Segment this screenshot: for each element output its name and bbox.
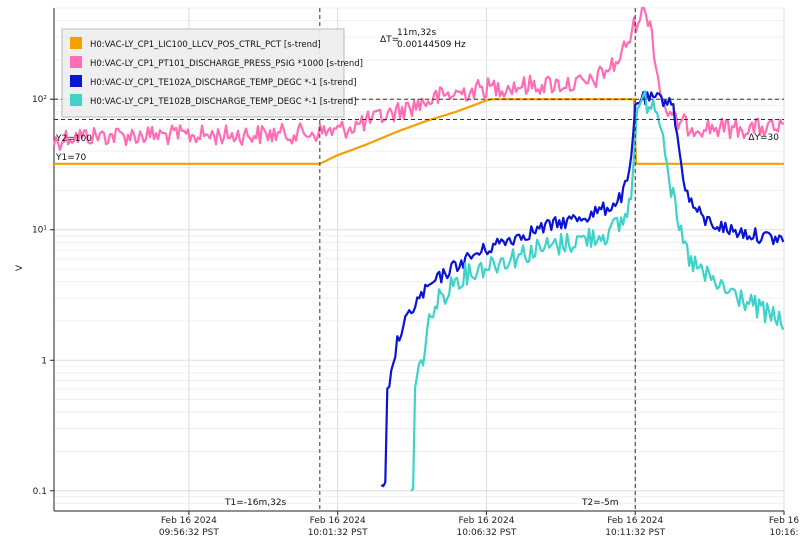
frequency-value: 0.00144509 Hz <box>397 40 466 50</box>
t2-cursor-label: T2=-5m <box>581 498 619 508</box>
x-tick-label-date: Feb 16 <box>769 516 800 526</box>
legend-swatch-te102a <box>70 75 82 87</box>
legend-box <box>61 28 345 118</box>
x-tick-label-time: 10:06:32 PST <box>456 528 516 538</box>
x-tick-label-time: 10:16: <box>770 528 799 538</box>
legend: H0:VAC-LY_CP1_LIC100_LLCV_POS_CTRL_PCT [… <box>61 28 363 118</box>
delta-t-value: 11m,32s <box>397 28 437 38</box>
legend-label-lic100: H0:VAC-LY_CP1_LIC100_LLCV_POS_CTRL_PCT [… <box>90 40 321 50</box>
legend-label-te102a: H0:VAC-LY_CP1_TE102A_DISCHARGE_TEMP_DEGC… <box>90 78 357 88</box>
y1-cursor-label: Y1=70 <box>55 153 86 163</box>
legend-label-pt101: H0:VAC-LY_CP1_PT101_DISCHARGE_PRESS_PSIG… <box>90 59 363 69</box>
y-axis-title: V <box>15 264 25 271</box>
legend-swatch-te102b <box>70 94 82 106</box>
x-tick-label-time: 10:11:32 PST <box>605 528 665 538</box>
t1-cursor-label: T1=-16m,32s <box>224 498 287 508</box>
x-tick-label-time: 09:56:32 PST <box>159 528 219 538</box>
x-tick-label-date: Feb 16 2024 <box>161 516 217 526</box>
y2-cursor-label: Y2=100 <box>55 134 92 144</box>
y-tick-label: 1 <box>41 356 47 366</box>
delta-t-prefix: ΔT= <box>380 35 399 45</box>
series-line-2 <box>380 91 785 488</box>
x-tick-label-time: 10:01:32 PST <box>308 528 368 538</box>
y-tick-label: 10¹ <box>32 226 47 236</box>
y-tick-label: 10² <box>32 95 47 105</box>
x-tick-labels: Feb 16 2024 09:56:32 PST Feb 16 2024 10:01:… <box>159 511 799 538</box>
series-line-0 <box>54 98 784 165</box>
x-tick-label-date: Feb 16 2024 <box>458 516 514 526</box>
legend-swatch-pt101 <box>70 56 82 68</box>
legend-swatch-lic100 <box>70 37 82 49</box>
delta-y-label: ΔY=30 <box>748 133 779 143</box>
series-layer <box>52 6 785 492</box>
x-tick-label-date: Feb 16 2024 <box>310 516 366 526</box>
legend-label-te102b: H0:VAC-LY_CP1_TE102B_DISCHARGE_TEMP_DEGC… <box>90 97 357 107</box>
series-line-3 <box>410 90 785 492</box>
y-tick-label: 0.1 <box>33 487 47 497</box>
x-tick-label-date: Feb 16 2024 <box>607 516 663 526</box>
cursor-readout: ΔT= 11m,32s 0.00144509 Hz ΔY=30 Y2=100 Y… <box>55 28 779 508</box>
y-tick-labels: 10² 10¹ 1 0.1 <box>32 95 54 497</box>
grid-layer <box>54 7 785 512</box>
